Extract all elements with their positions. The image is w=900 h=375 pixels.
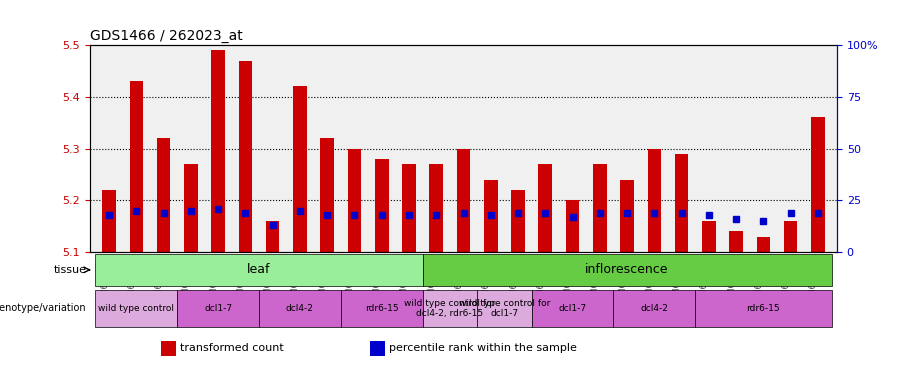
Bar [370,340,385,356]
Text: wild type control: wild type control [98,304,175,313]
Text: inflorescence: inflorescence [585,263,669,276]
Text: transformed count: transformed count [180,343,284,353]
FancyBboxPatch shape [477,290,532,327]
Bar [320,138,334,252]
Bar [538,164,552,252]
Bar [811,117,824,252]
FancyBboxPatch shape [259,290,341,327]
Text: wild type control for
dcl4-2, rdr6-15: wild type control for dcl4-2, rdr6-15 [404,298,496,318]
Bar [566,200,580,252]
Bar [375,159,389,252]
FancyBboxPatch shape [177,290,259,327]
FancyBboxPatch shape [614,290,695,327]
Text: dcl4-2: dcl4-2 [286,304,314,313]
Bar [620,180,634,252]
Text: percentile rank within the sample: percentile rank within the sample [389,343,577,353]
FancyBboxPatch shape [695,290,832,327]
Bar [103,190,116,252]
Bar [429,164,443,252]
Text: genotype/variation: genotype/variation [0,303,86,313]
Bar [675,154,688,252]
Bar [238,60,252,252]
FancyBboxPatch shape [423,254,832,286]
Bar [161,340,176,356]
Bar [347,148,361,252]
Bar [184,164,198,252]
Text: rdr6-15: rdr6-15 [747,304,780,313]
Bar [511,190,525,252]
Text: rdr6-15: rdr6-15 [364,304,399,313]
Bar [456,148,471,252]
Bar [212,50,225,252]
Bar [757,237,770,252]
Bar [702,221,716,252]
Text: wild type control for
dcl1-7: wild type control for dcl1-7 [459,298,550,318]
FancyBboxPatch shape [423,290,477,327]
Bar [647,148,662,252]
Bar [402,164,416,252]
Text: leaf: leaf [248,263,271,276]
Text: dcl4-2: dcl4-2 [641,304,669,313]
Bar [784,221,797,252]
Text: dcl1-7: dcl1-7 [559,304,587,313]
FancyBboxPatch shape [95,254,423,286]
Text: GDS1466 / 262023_at: GDS1466 / 262023_at [90,28,243,43]
Bar [157,138,170,252]
Bar [130,81,143,252]
Bar [593,164,607,252]
Text: tissue: tissue [53,265,86,275]
FancyBboxPatch shape [341,290,423,327]
Bar [293,86,307,252]
Bar [484,180,498,252]
Bar [729,231,742,252]
FancyBboxPatch shape [95,290,177,327]
Text: dcl1-7: dcl1-7 [204,304,232,313]
FancyBboxPatch shape [532,290,614,327]
Bar [266,221,280,252]
